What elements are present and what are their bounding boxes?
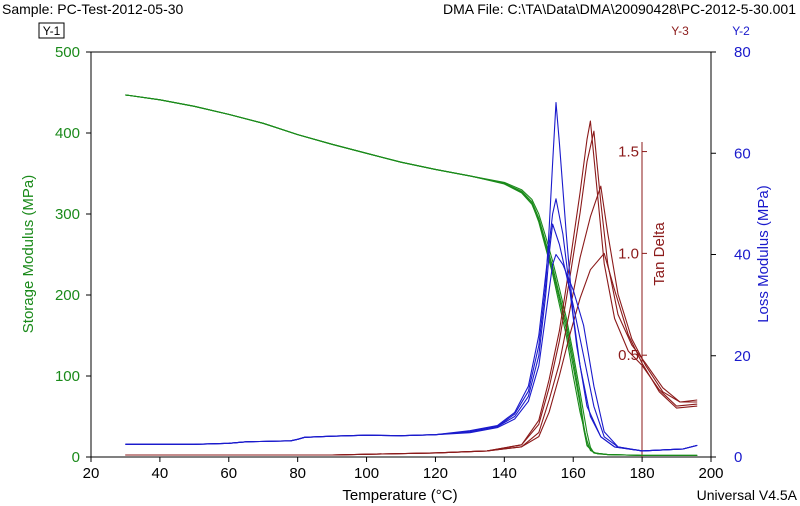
x-tick-label: 140 bbox=[492, 465, 517, 482]
y3-tag: Y-3 bbox=[671, 24, 689, 38]
x-tick-label: 20 bbox=[83, 465, 100, 482]
y3-series-run-2 bbox=[125, 130, 698, 456]
y2-series-run-1 bbox=[125, 102, 698, 452]
y1-tick-label: 400 bbox=[55, 125, 80, 142]
y3-tick-label: 1.5 bbox=[618, 144, 639, 161]
y1-axis-label: Storage Modulus (MPa) bbox=[20, 175, 37, 333]
y2-series-run-2 bbox=[125, 198, 698, 452]
file-path: DMA File: C:\TA\Data\DMA\20090428\PC-201… bbox=[442, 1, 796, 17]
y1-series-run-1 bbox=[125, 94, 698, 456]
x-tick-label: 200 bbox=[698, 465, 723, 482]
y2-series-run-4 bbox=[125, 253, 698, 452]
y2-tick-label: 80 bbox=[734, 44, 751, 61]
y1-tick-label: 100 bbox=[55, 368, 80, 385]
y2-tick-label: 40 bbox=[734, 247, 751, 264]
y1-series-run-2 bbox=[125, 94, 698, 456]
y3-series-run-1 bbox=[125, 120, 698, 456]
y1-tick-label: 300 bbox=[55, 206, 80, 223]
x-tick-label: 60 bbox=[220, 465, 237, 482]
y2-tag: Y-2 bbox=[732, 24, 750, 38]
y1-tick-label: 200 bbox=[55, 287, 80, 304]
y1-tick-label: 500 bbox=[55, 44, 80, 61]
y1-tag: Y-1 bbox=[43, 24, 61, 38]
x-tick-label: 120 bbox=[423, 465, 448, 482]
y3-tick-label: 1.0 bbox=[618, 245, 639, 262]
y3-tick-label: 0.5 bbox=[618, 347, 639, 364]
y2-tick-label: 0 bbox=[734, 449, 742, 466]
x-tick-label: 40 bbox=[152, 465, 169, 482]
y1-series-run-4 bbox=[125, 94, 698, 456]
y1-tag-box bbox=[38, 22, 65, 39]
y3-series-run-3 bbox=[125, 185, 698, 456]
y2-tick-label: 20 bbox=[734, 348, 751, 365]
x-axis-label: Temperature (°C) bbox=[342, 487, 457, 504]
x-tick-label: 180 bbox=[630, 465, 655, 482]
x-tick-label: 160 bbox=[561, 465, 586, 482]
y1-series-run-3 bbox=[125, 94, 698, 456]
sample-name: Sample: PC-Test-2012-05-30 bbox=[2, 1, 184, 17]
version-label: Universal V4.5A bbox=[697, 487, 798, 503]
y3-series-run-4 bbox=[125, 252, 698, 456]
x-tick-label: 100 bbox=[354, 465, 379, 482]
y2-tick-label: 60 bbox=[734, 145, 751, 162]
x-tick-label: 80 bbox=[289, 465, 306, 482]
y2-axis-label: Loss Modulus (MPa) bbox=[755, 185, 772, 323]
y3-axis-label: Tan Delta bbox=[651, 222, 668, 286]
y1-tick-label: 0 bbox=[72, 449, 80, 466]
